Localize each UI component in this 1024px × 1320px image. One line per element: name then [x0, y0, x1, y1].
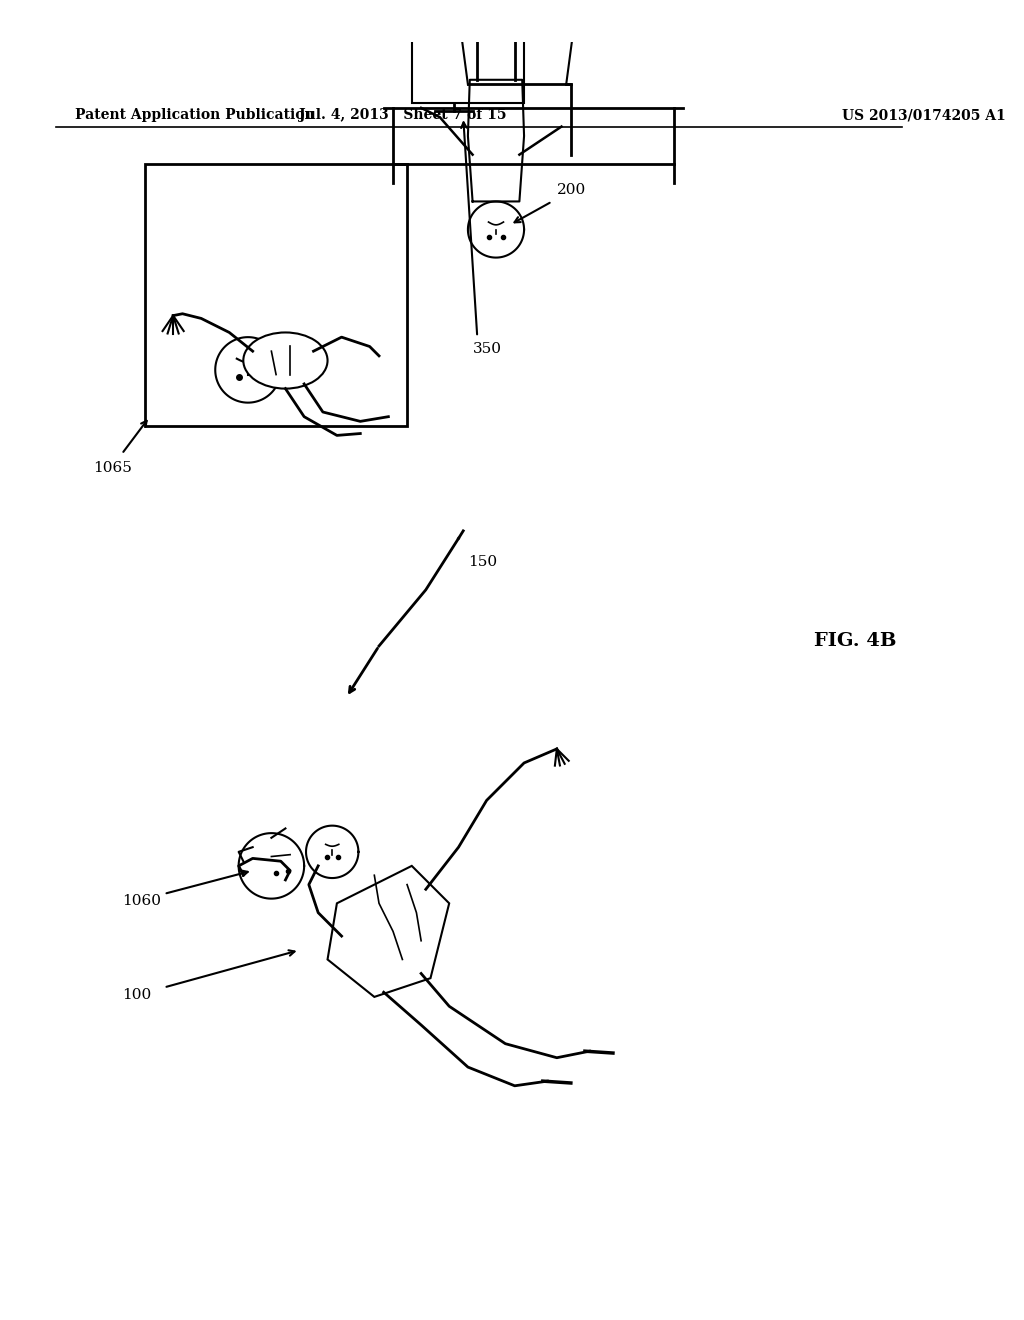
Text: 1065: 1065 [93, 461, 132, 475]
Text: Jul. 4, 2013   Sheet 7 of 15: Jul. 4, 2013 Sheet 7 of 15 [299, 108, 506, 123]
Text: 100: 100 [122, 987, 151, 1002]
Text: 350: 350 [473, 342, 502, 356]
Text: US 2013/0174205 A1: US 2013/0174205 A1 [843, 108, 1006, 123]
Bar [145, 164, 408, 426]
Text: 1060: 1060 [122, 894, 161, 908]
Text: FIG. 4B: FIG. 4B [814, 632, 897, 651]
Text: 150: 150 [468, 556, 497, 569]
Text: 200: 200 [557, 183, 586, 197]
Ellipse shape [244, 333, 328, 388]
Bar [412, 33, 524, 103]
Polygon shape [328, 866, 450, 997]
Text: Patent Application Publication: Patent Application Publication [75, 108, 314, 123]
